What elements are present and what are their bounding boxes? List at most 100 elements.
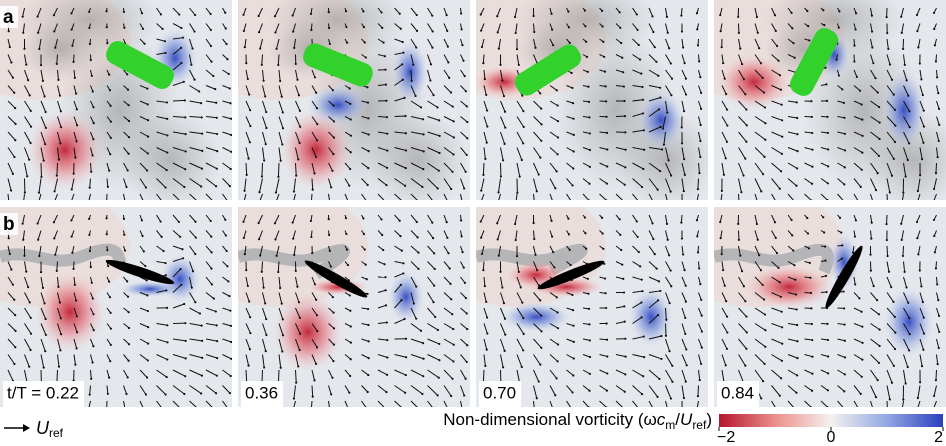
flow-arrow (632, 400, 639, 407)
flow-arrow (156, 261, 166, 264)
flow-arrow-head (876, 91, 879, 94)
flow-arrow-head (480, 236, 483, 239)
flow-arrow-head (540, 107, 543, 110)
flow-arrow (443, 230, 448, 239)
flow-arrow-head (796, 167, 799, 170)
flow-arrow (427, 338, 440, 345)
flow-arrow (172, 303, 185, 309)
flow-arrow (245, 147, 250, 159)
flow-arrow (259, 178, 263, 193)
flow-arrow-head (224, 234, 227, 237)
flow-arrow (394, 147, 407, 151)
flow-arrow-head (624, 355, 627, 358)
flow-arrow-head (877, 361, 881, 365)
flow-arrow-head (795, 293, 798, 296)
flow-arrow-head (763, 155, 766, 158)
flow-arrow (754, 38, 760, 49)
flow-arrow (410, 147, 424, 152)
flow-arrow (278, 116, 284, 129)
flow-arrow-head (555, 377, 558, 380)
row-label: a (3, 7, 14, 28)
flow-arrow-head (108, 296, 112, 299)
flow-arrow-head (886, 254, 889, 258)
flow-arrow-head (180, 283, 183, 286)
flow-arrow (665, 38, 670, 49)
flow-arrow-head (811, 372, 814, 375)
flow-arrow (394, 299, 402, 309)
flow-arrow (394, 400, 402, 407)
flow-arrow (259, 193, 263, 200)
flow-arrow (443, 400, 448, 407)
flow-arrow-head (662, 143, 666, 146)
flow-arrow (853, 354, 863, 361)
flow-arrow-head (446, 29, 449, 32)
flow-arrow-head (503, 349, 506, 352)
flow-arrow (189, 369, 203, 377)
flow-arrow-head (436, 394, 439, 397)
flow-arrow-head (349, 358, 352, 361)
flow-arrow-head (265, 333, 268, 337)
flow-arrow-head (572, 117, 575, 120)
flow-arrow (886, 131, 896, 143)
flow-arrow-head (362, 217, 365, 220)
panel-content (0, 207, 232, 411)
flow-arrow-head (605, 115, 608, 118)
flow-arrow-head (887, 47, 890, 51)
flow-arrow-head (349, 151, 352, 154)
flow-arrow-head (764, 345, 767, 348)
flow-arrow-head (315, 314, 319, 317)
flow-arrow (615, 193, 623, 200)
flow-arrow-head (71, 251, 74, 254)
flow-arrow (427, 385, 438, 396)
flow-arrow (156, 178, 166, 188)
flow-arrow-head (44, 126, 47, 130)
flow-arrow-head (551, 28, 554, 31)
flow-arrow (243, 193, 247, 200)
flow-arrow-head (513, 222, 517, 226)
flow-arrow-head (431, 14, 434, 17)
flow-arrow (73, 292, 77, 301)
flow-arrow (123, 131, 130, 138)
flow-arrow-head (229, 374, 232, 378)
flow-arrow-head (279, 159, 282, 162)
flow-arrow-head (228, 409, 230, 411)
flow-arrow (7, 261, 12, 270)
negative-vortex (501, 302, 571, 332)
flow-arrow-head (669, 397, 673, 400)
flow-arrow-head (311, 188, 314, 191)
flow-arrow (516, 292, 523, 303)
flow-arrow (632, 230, 638, 238)
flow-arrow-head (127, 326, 131, 330)
flow-arrow (90, 131, 94, 140)
flow-arrow (293, 193, 296, 200)
flow-arrow-head (216, 132, 219, 136)
flow-arrow (566, 323, 574, 327)
flow-arrow (172, 400, 180, 407)
flow-arrow-head (877, 154, 881, 158)
flow-arrow-head (606, 372, 609, 375)
flow-arrow (377, 338, 388, 341)
flow-arrow-head (349, 118, 352, 121)
flow-arrow-head (328, 233, 331, 237)
flow-arrow-head (888, 191, 891, 194)
flow-arrow-head (622, 277, 625, 280)
flow-arrow-head (230, 150, 232, 153)
flow-arrow-head (553, 204, 555, 206)
flow-arrow (245, 131, 251, 143)
flow-arrow-head (297, 365, 300, 368)
flow-arrow (771, 385, 781, 397)
flow-arrow (599, 162, 608, 167)
flow-arrow (222, 292, 230, 297)
flow-arrow (870, 385, 877, 398)
flow-arrow-head (384, 276, 387, 279)
flow-arrow (482, 162, 485, 175)
flow-arrow (804, 400, 812, 407)
flow-arrow-head (902, 191, 905, 194)
flow-arrow (89, 178, 91, 188)
flow-arrow-head (773, 14, 777, 17)
flow-arrow (7, 369, 14, 382)
flow-arrow-head (936, 363, 939, 366)
flow-arrow-head (141, 27, 145, 30)
flow-arrow (245, 292, 250, 302)
flow-arrow-head (461, 44, 464, 47)
